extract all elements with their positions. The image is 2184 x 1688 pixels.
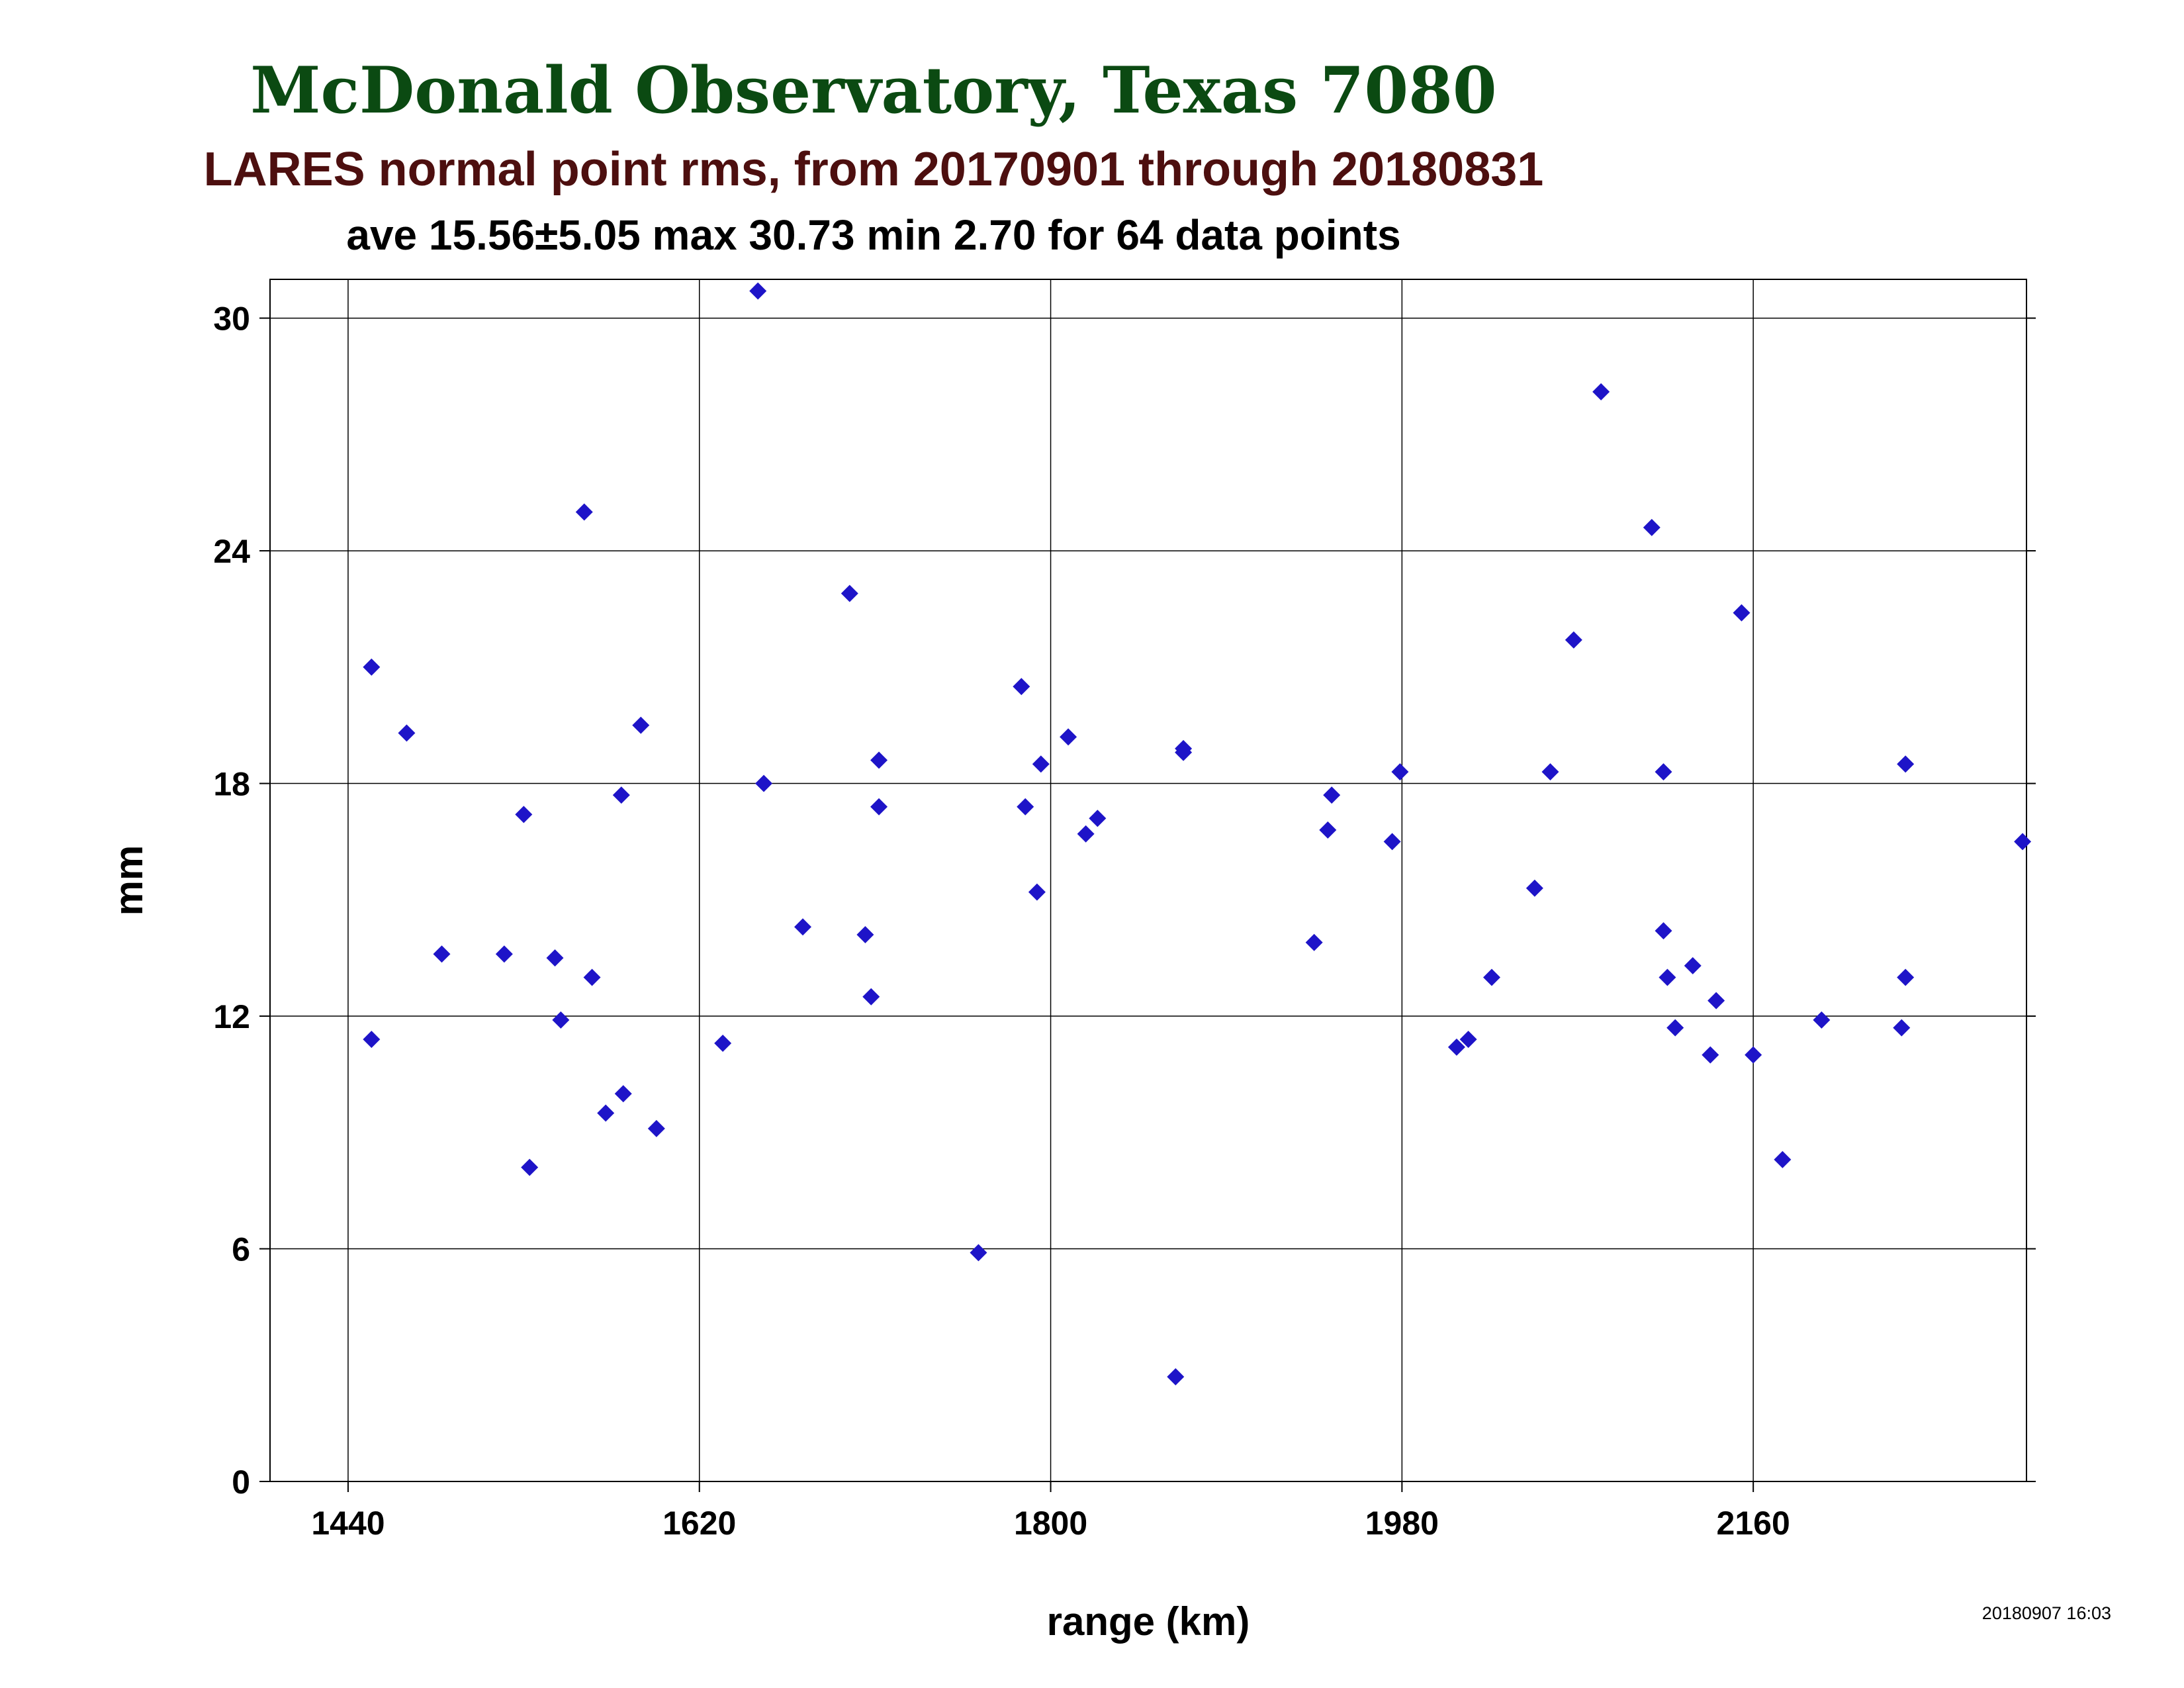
- data-point: [521, 1158, 539, 1176]
- data-point: [794, 918, 812, 936]
- data-point: [1323, 786, 1341, 804]
- data-point: [1525, 879, 1543, 897]
- data-point: [1077, 825, 1095, 843]
- x-tick-label: 2160: [1717, 1505, 1790, 1542]
- data-point: [552, 1011, 570, 1029]
- data-point: [755, 774, 773, 792]
- data-point: [1060, 728, 1077, 746]
- data-point: [1089, 810, 1107, 827]
- data-point: [614, 1085, 632, 1103]
- data-point: [1813, 1011, 1831, 1029]
- grid-lines: [270, 279, 2026, 1481]
- y-tick-label: 18: [213, 766, 250, 803]
- y-axis-label: mm: [107, 845, 151, 916]
- data-point: [515, 806, 533, 823]
- plot-frame: [269, 279, 2027, 1482]
- data-point: [1684, 957, 1702, 974]
- data-point: [970, 1244, 987, 1262]
- chart-stats-line: ave 15.56±5.05 max 30.73 min 2.70 for 64…: [346, 211, 1401, 259]
- chart-subtitle: LARES normal point rms, from 20170901 th…: [203, 143, 1544, 196]
- data-point: [1028, 883, 1046, 901]
- data-point: [1666, 1019, 1684, 1037]
- data-point: [1897, 968, 1915, 986]
- data-point: [1319, 821, 1337, 839]
- chart-title: McDonald Observatory, Texas 7080: [250, 53, 1497, 128]
- x-tick-label: 1620: [662, 1505, 736, 1542]
- data-point: [1383, 833, 1401, 851]
- y-tick-label: 12: [213, 998, 250, 1035]
- y-tick-label: 30: [213, 301, 250, 338]
- x-tick-label: 1980: [1365, 1505, 1439, 1542]
- y-tick-label: 0: [232, 1464, 250, 1501]
- data-point: [1897, 755, 1915, 773]
- data-point: [841, 585, 858, 602]
- data-point: [714, 1035, 732, 1053]
- data-point: [856, 926, 874, 944]
- data-point: [862, 988, 880, 1006]
- data-point: [870, 751, 888, 769]
- data-point: [1013, 678, 1030, 696]
- data-point: [870, 798, 888, 816]
- data-point: [597, 1104, 615, 1122]
- data-points: [363, 282, 2032, 1385]
- x-tick-label: 1440: [311, 1505, 385, 1542]
- data-point: [1483, 968, 1501, 986]
- data-point: [1459, 1031, 1477, 1049]
- data-point: [1707, 992, 1725, 1009]
- data-point: [1893, 1019, 1911, 1037]
- data-point: [1655, 922, 1672, 940]
- data-point: [749, 282, 767, 300]
- axis-ticks: 1440 1620 1800 1980 2160 0 6 12 18 24 30: [213, 301, 2036, 1542]
- x-axis-label: range (km): [1047, 1599, 1250, 1644]
- data-point: [2014, 833, 2032, 851]
- data-point: [1175, 743, 1193, 761]
- data-point: [612, 786, 630, 804]
- data-point: [1655, 763, 1672, 780]
- data-point: [1447, 1038, 1465, 1056]
- data-point: [1541, 763, 1559, 780]
- data-point: [1643, 518, 1661, 536]
- x-tick-label: 1800: [1014, 1505, 1087, 1542]
- data-point: [1733, 604, 1751, 622]
- data-point: [1702, 1046, 1719, 1064]
- data-point: [1565, 631, 1582, 649]
- data-point: [1659, 968, 1676, 986]
- data-point: [647, 1119, 665, 1137]
- data-point: [433, 945, 451, 963]
- data-point: [1391, 763, 1409, 780]
- data-point: [1017, 798, 1034, 816]
- y-tick-label: 24: [213, 533, 250, 570]
- data-point: [1305, 933, 1323, 951]
- data-point: [363, 1031, 381, 1049]
- data-point: [583, 968, 601, 986]
- generated-timestamp: 20180907 16:03: [1981, 1603, 2111, 1623]
- data-point: [1592, 383, 1610, 400]
- data-point: [1745, 1046, 1762, 1064]
- data-point: [546, 949, 564, 967]
- data-point: [1032, 755, 1050, 773]
- data-point: [398, 724, 416, 742]
- data-point: [1167, 1368, 1185, 1385]
- y-tick-label: 6: [232, 1231, 250, 1268]
- data-point: [575, 503, 593, 521]
- data-point: [1774, 1150, 1792, 1168]
- data-point: [632, 716, 650, 734]
- data-point: [495, 945, 513, 963]
- data-point: [363, 658, 381, 676]
